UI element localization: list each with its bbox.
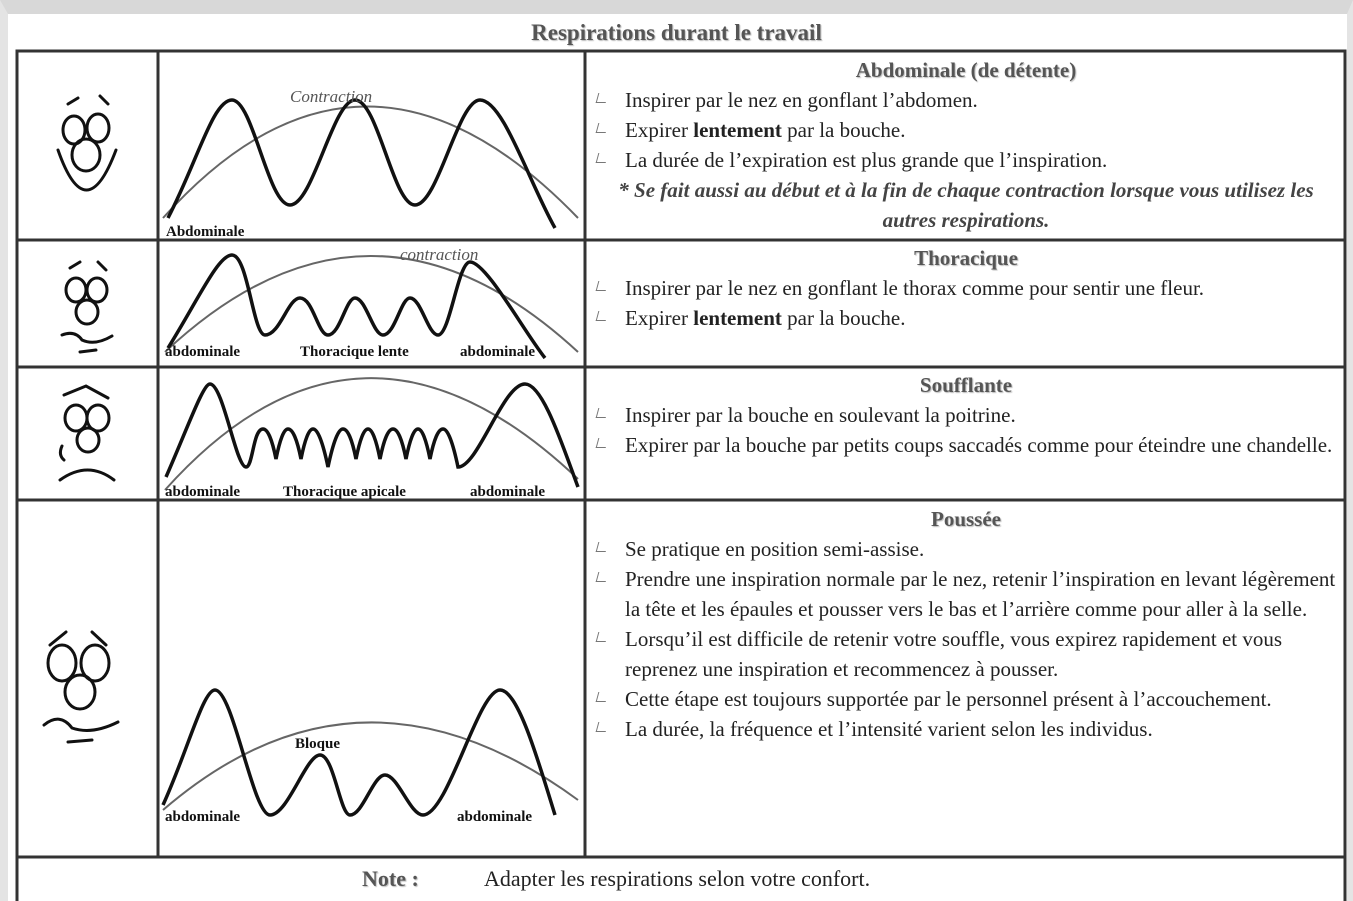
bullet: Expirer lentement par la bouche. [588,115,1344,145]
bullet: Inspirer par le nez en gonflant le thora… [588,273,1344,303]
bullet: Expirer par la bouche par petits coups s… [588,430,1344,460]
curve-label: Thoracique apicale [283,484,406,500]
curve-label: Contraction [290,87,372,106]
bullet: Inspirer par le nez en gonflant l’abdome… [588,85,1344,115]
row-heading: Thoracique [588,243,1344,273]
bullet-icon [596,123,609,133]
footer-text: Adapter les respirations selon votre con… [484,866,870,892]
bullet-bold: lentement [693,306,782,330]
curve-label: abdominale [460,344,535,360]
row-heading: Poussée [588,504,1344,534]
row-note: * Se fait aussi au début et à la fin de … [588,175,1344,235]
text-cell: Abdominale (de détente)Inspirer par le n… [588,55,1344,235]
diagram: contraction abdominale Thoracique lente … [158,240,585,367]
bullet: Expirer lentement par la bouche. [588,303,1344,333]
curve-label: abdominale [470,484,545,500]
bullet-text: Expirer [625,306,693,330]
bullet: Cette étape est toujours supportée par l… [588,684,1344,714]
diagram: Contraction Abdominale [158,50,585,240]
bullet-icon [596,408,609,418]
curve-label: abdominale [165,809,240,825]
bullet-icon [596,153,609,163]
bullet: La durée de l’expiration est plus grande… [588,145,1344,175]
bullet-icon [596,572,609,582]
curve-label: abdominale [165,484,240,500]
bullet: La durée, la fréquence et l’intensité va… [588,714,1344,744]
bullet-text: par la bouche. [782,118,906,142]
footer-label: Note : [362,866,419,892]
diagram: abdominale Thoracique apicale abdominale [158,367,585,500]
curve-label: Thoracique lente [300,344,409,360]
bullet: Se pratique en position semi-assise. [588,534,1344,564]
curve-label: abdominale [165,344,240,360]
bullet: Prendre une inspiration normale par le n… [588,564,1344,624]
bullet-icon [596,311,609,321]
bullet-icon [596,93,609,103]
curve-label: Abdominale [166,224,245,240]
curve-label: contraction [400,245,478,264]
bullet-text: Expirer [625,118,693,142]
row-heading: Soufflante [588,370,1344,400]
page: Respirations durant le travail Contract [0,0,1353,901]
bullet-icon [596,438,609,448]
bullet-bold: lentement [693,118,782,142]
bullet-icon [596,722,609,732]
diagram: Bloque abdominale abdominale [158,500,585,857]
bullet-icon [596,632,609,642]
curve-label: abdominale [457,809,532,825]
curve-label: Bloque [295,736,340,752]
bullet-icon [596,281,609,291]
bullet: Inspirer par la bouche en soulevant la p… [588,400,1344,430]
bullet-text: par la bouche. [782,306,906,330]
bullet-icon [596,542,609,552]
row-heading: Abdominale (de détente) [588,55,1344,85]
bullet: Lorsqu’il est difficile de retenir votre… [588,624,1344,684]
bullet-icon [596,692,609,702]
